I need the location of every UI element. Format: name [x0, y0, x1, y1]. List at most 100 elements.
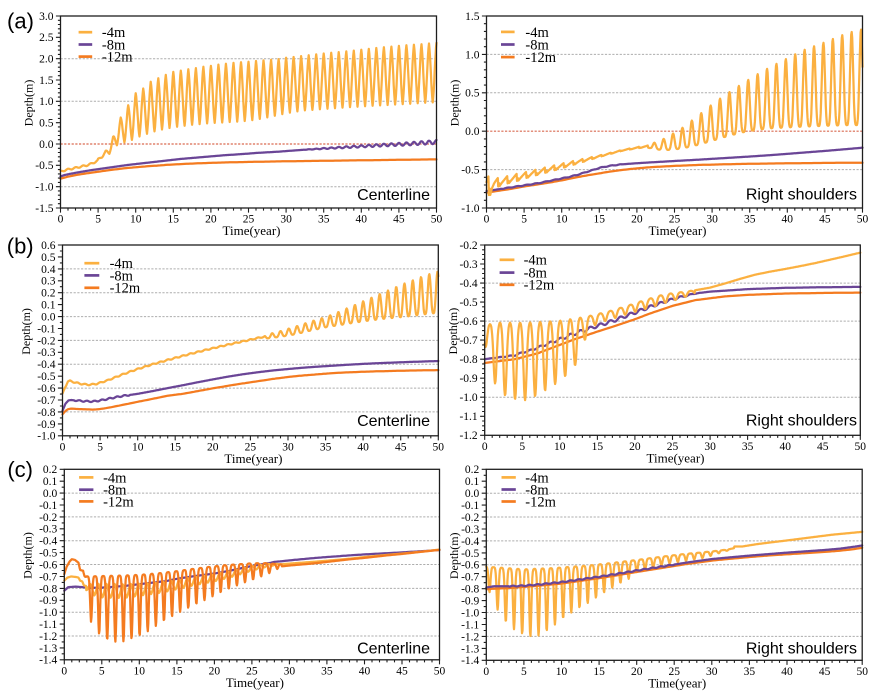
svg-text:-1.2: -1.2	[39, 631, 57, 643]
svg-text:0.1: 0.1	[43, 476, 58, 488]
svg-text:5: 5	[521, 666, 527, 678]
svg-text:Time(year): Time(year)	[224, 451, 282, 466]
svg-text:-0.8: -0.8	[459, 354, 477, 366]
svg-text:-0.3: -0.3	[459, 259, 477, 271]
svg-text:25: 25	[668, 666, 680, 678]
svg-text:0.0: 0.0	[39, 139, 54, 151]
svg-text:-0.2: -0.2	[461, 512, 479, 524]
svg-text:40: 40	[779, 441, 791, 453]
svg-text:-4m: -4m	[110, 256, 134, 272]
svg-text:-0.4: -0.4	[459, 278, 477, 290]
svg-text:-0.4: -0.4	[39, 536, 57, 548]
svg-text:10: 10	[554, 441, 566, 453]
svg-text:(a): (a)	[7, 8, 34, 33]
svg-text:5: 5	[519, 441, 525, 453]
svg-text:-0.2: -0.2	[37, 335, 55, 347]
svg-text:-1.4: -1.4	[461, 655, 479, 667]
svg-text:-0.8: -0.8	[461, 584, 479, 596]
svg-text:Depth(m): Depth(m)	[446, 308, 460, 355]
svg-text:2.0: 2.0	[39, 54, 54, 66]
svg-text:30: 30	[284, 665, 296, 677]
svg-text:-4m: -4m	[525, 25, 549, 41]
svg-text:35: 35	[320, 441, 332, 453]
svg-text:0.1: 0.1	[41, 300, 56, 312]
svg-text:25: 25	[669, 214, 681, 226]
svg-text:45: 45	[819, 666, 831, 678]
svg-text:1.5: 1.5	[39, 75, 54, 87]
svg-text:0.4: 0.4	[41, 264, 56, 276]
svg-text:10: 10	[132, 441, 144, 453]
svg-text:0: 0	[58, 214, 64, 226]
svg-text:-1.0: -1.0	[459, 392, 477, 404]
svg-text:35: 35	[744, 666, 756, 678]
svg-text:-1.1: -1.1	[39, 619, 57, 631]
svg-text:Centerline: Centerline	[357, 413, 430, 430]
svg-text:35: 35	[744, 214, 756, 226]
svg-text:25: 25	[246, 665, 258, 677]
svg-text:45: 45	[817, 441, 829, 453]
svg-text:-0.5: -0.5	[461, 548, 479, 560]
svg-text:2.5: 2.5	[39, 32, 54, 44]
svg-text:Depth(m): Depth(m)	[22, 80, 36, 127]
svg-text:45: 45	[819, 214, 831, 226]
svg-text:0.5: 0.5	[39, 118, 54, 130]
svg-text:10: 10	[556, 214, 568, 226]
svg-text:(b): (b)	[7, 234, 34, 259]
svg-text:20: 20	[629, 441, 641, 453]
svg-text:Right shoulders: Right shoulders	[746, 187, 857, 204]
svg-text:-1.4: -1.4	[39, 655, 57, 667]
svg-text:-0.9: -0.9	[459, 373, 477, 385]
svg-text:30: 30	[706, 666, 718, 678]
svg-text:20: 20	[631, 214, 643, 226]
svg-text:-8m: -8m	[525, 37, 549, 53]
svg-text:-0.4: -0.4	[37, 359, 55, 371]
svg-text:Centerline: Centerline	[357, 641, 430, 658]
svg-text:35: 35	[742, 441, 754, 453]
svg-text:10: 10	[130, 214, 142, 226]
svg-text:Depth(m): Depth(m)	[447, 532, 461, 579]
svg-text:Depth(m): Depth(m)	[19, 308, 33, 355]
svg-text:50: 50	[434, 665, 446, 677]
svg-text:0.3: 0.3	[41, 276, 56, 288]
svg-text:35: 35	[318, 214, 330, 226]
svg-text:-0.1: -0.1	[39, 500, 57, 512]
svg-text:-1.0: -1.0	[39, 607, 57, 619]
svg-text:-0.6: -0.6	[459, 316, 477, 328]
svg-text:-4m: -4m	[103, 470, 127, 486]
svg-text:-1.3: -1.3	[39, 643, 57, 655]
svg-text:-4m: -4m	[102, 25, 126, 41]
svg-text:15: 15	[168, 214, 180, 226]
svg-text:40: 40	[359, 665, 371, 677]
svg-text:-0.2: -0.2	[39, 512, 57, 524]
svg-text:35: 35	[321, 665, 333, 677]
svg-text:Time(year): Time(year)	[226, 675, 284, 690]
svg-text:-0.6: -0.6	[37, 383, 55, 395]
svg-text:Depth(m): Depth(m)	[448, 80, 462, 127]
svg-text:-4m: -4m	[524, 253, 548, 269]
svg-text:15: 15	[169, 441, 181, 453]
svg-text:Time(year): Time(year)	[648, 676, 706, 691]
svg-text:-0.1: -0.1	[37, 323, 55, 335]
svg-text:45: 45	[396, 665, 408, 677]
svg-text:-0.1: -0.1	[461, 500, 479, 512]
svg-text:50: 50	[857, 214, 869, 226]
svg-text:5: 5	[521, 214, 527, 226]
svg-text:50: 50	[856, 666, 868, 678]
svg-text:40: 40	[781, 666, 793, 678]
svg-text:0: 0	[61, 665, 67, 677]
svg-text:-0.9: -0.9	[461, 596, 479, 608]
svg-text:-0.9: -0.9	[37, 419, 55, 431]
svg-text:-8m: -8m	[524, 266, 548, 282]
svg-text:-0.5: -0.5	[37, 371, 55, 383]
svg-text:0.5: 0.5	[465, 88, 480, 100]
svg-text:15: 15	[594, 214, 606, 226]
svg-text:0: 0	[484, 214, 490, 226]
svg-text:0.0: 0.0	[41, 311, 56, 323]
svg-text:15: 15	[592, 441, 604, 453]
svg-text:-0.6: -0.6	[39, 559, 57, 571]
svg-text:-12m: -12m	[103, 494, 134, 510]
svg-text:-0.7: -0.7	[459, 335, 477, 347]
svg-text:Time(year): Time(year)	[222, 223, 280, 238]
svg-text:0.0: 0.0	[465, 488, 480, 500]
svg-text:-1.0: -1.0	[461, 203, 479, 215]
